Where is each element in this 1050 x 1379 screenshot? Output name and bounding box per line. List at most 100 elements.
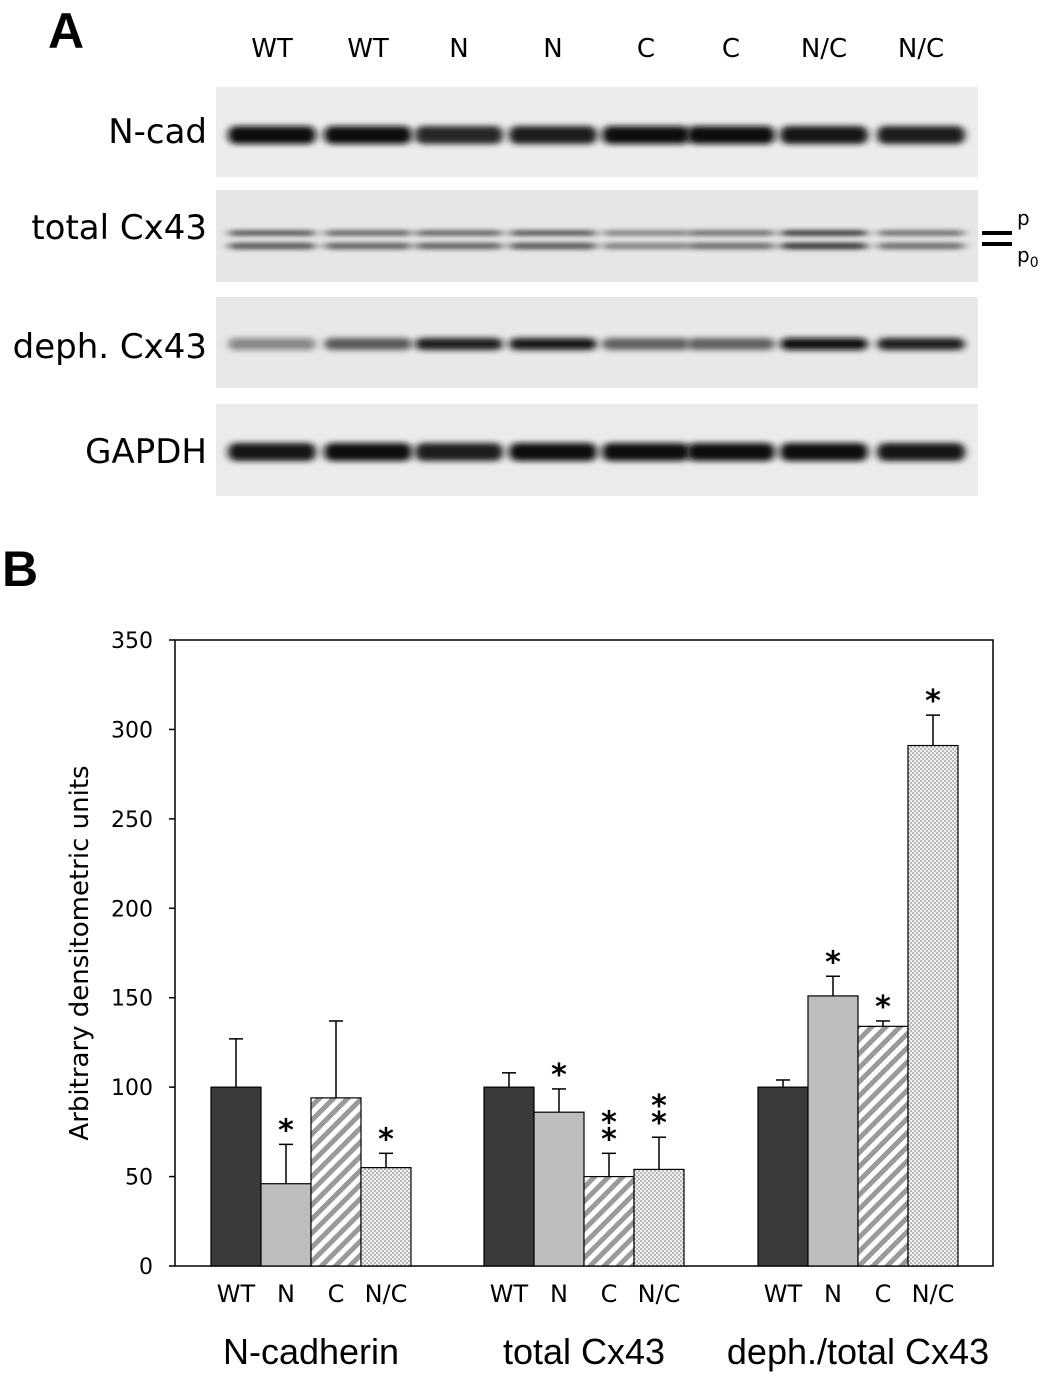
blot-band [228,338,316,350]
y-tick-label: 150 [111,987,153,1012]
blot-band [602,242,690,250]
category-label: C [328,1280,345,1308]
y-tick-label: 300 [111,718,153,743]
blot-band [877,338,965,350]
significance-star: * [278,1113,294,1148]
bar [310,1097,362,1267]
blot-band [228,126,316,144]
blot-band [415,338,503,350]
lane-label: N/C [897,34,945,64]
blot-band [780,338,868,350]
y-tick-label: 100 [111,1076,153,1101]
blot-band [780,230,868,236]
lane-label: WT [347,34,389,64]
bar [533,1111,585,1267]
western-blot-strips [216,87,1012,496]
category-label: N/C [912,1280,955,1308]
lane-label: C [721,34,741,64]
bar [210,1086,262,1267]
bar [857,1025,909,1267]
significance-star: * [651,1089,667,1124]
bar [633,1168,685,1267]
significance-star: * [825,945,841,980]
significance-star: * [378,1122,394,1157]
bar [757,1086,809,1267]
blot-label-total-cx43: total Cx43 [31,208,207,248]
blot-band [877,126,965,144]
bar [483,1086,535,1267]
blot-label-deph-cx43: deph. Cx43 [12,327,207,367]
blot-band [509,230,597,236]
category-label: WT [217,1280,256,1308]
blot-band [324,242,412,250]
category-label: C [875,1280,892,1308]
blot-band [509,338,597,350]
blot-band [324,230,412,236]
blot-band [780,242,868,250]
blot-band [687,242,775,250]
blot-band [687,338,775,350]
bar [360,1167,412,1267]
significance-star: * [601,1105,617,1140]
blot-band [324,338,412,350]
lane-label: N [449,34,469,64]
blot-band [602,338,690,350]
bar [807,995,859,1267]
y-tick-label: 0 [139,1255,153,1280]
group-label: total Cx43 [503,1331,665,1372]
blot-band [324,126,412,144]
blot-band [602,230,690,236]
blot-band [415,443,503,461]
significance-star: * [875,990,891,1025]
blot-band [877,242,965,250]
blot-band [602,126,690,144]
category-label: N [550,1280,568,1308]
blot-band [228,443,316,461]
blot-band [687,443,775,461]
panel-a-letter: A [48,3,85,59]
significance-star: * [651,1106,667,1141]
blot-band [509,443,597,461]
category-label: WT [764,1280,803,1308]
blot-band [602,443,690,461]
category-label: N [824,1280,842,1308]
y-tick-label: 200 [111,897,153,922]
blot-label-ncad: N-cad [108,112,207,152]
significance-star: * [601,1122,617,1157]
bar [907,744,959,1267]
category-label: N/C [365,1280,408,1308]
significance-star: * [925,684,941,719]
phospho-lower-label: p0 [1017,243,1039,271]
blot-band [415,230,503,236]
lane-label: N [543,34,563,64]
panel-b-letter: B [2,541,39,597]
blot-band [415,126,503,144]
category-label: WT [490,1280,529,1308]
blot-band [877,443,965,461]
bar [583,1175,635,1267]
phospho-upper-label: p [1017,206,1030,230]
blot-band [687,126,775,144]
y-axis-label: Arbitrary densitometric units [65,765,95,1140]
lane-label: N/C [800,34,848,64]
bar [260,1183,312,1267]
significance-star: * [551,1058,567,1093]
lane-label: WT [251,34,293,64]
blot-band [780,443,868,461]
blot-band [415,242,503,250]
y-tick-label: 350 [111,629,153,654]
y-tick-label: 250 [111,808,153,833]
blot-band [228,230,316,236]
blot-band [687,230,775,236]
group-label: N-cadherin [223,1331,399,1372]
category-label: N [277,1280,295,1308]
category-label: C [601,1280,618,1308]
lane-label: C [636,34,656,64]
category-label: N/C [638,1280,681,1308]
y-tick-label: 50 [125,1166,153,1191]
blot-band [324,443,412,461]
blot-band [509,242,597,250]
blot-band [780,126,868,144]
blot-label-gapdh: GAPDH [85,432,207,472]
